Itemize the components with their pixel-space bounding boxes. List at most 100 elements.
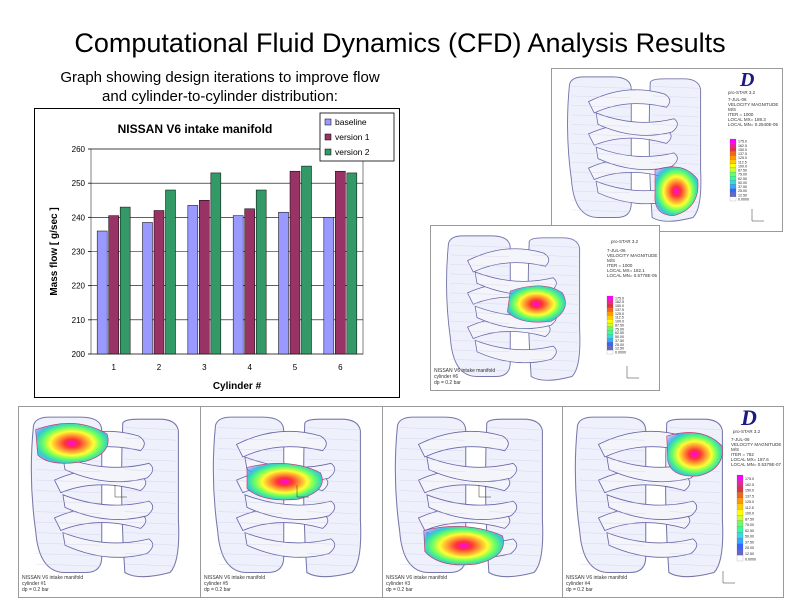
mesh-line [652, 152, 699, 155]
mesh-line [306, 458, 359, 462]
x-tick-label: 4 [247, 363, 252, 372]
mesh-line [579, 448, 645, 451]
mesh-line [124, 479, 177, 483]
manifold-geometry [574, 416, 724, 578]
colorscale-swatch [736, 503, 744, 510]
colorscale-swatch [606, 303, 614, 308]
mesh-line [488, 532, 541, 535]
y-tick-label: 260 [72, 145, 86, 154]
mesh-line [668, 553, 721, 556]
runner [235, 430, 327, 458]
mesh-line [35, 521, 101, 525]
mesh-line [571, 86, 631, 89]
manifold-geometry [212, 416, 362, 578]
runner [474, 339, 557, 364]
x-tick-label: 6 [338, 363, 343, 372]
colorscale-label: 175.0 [738, 140, 747, 144]
mesh-line [399, 511, 465, 514]
mesh-line [217, 511, 283, 514]
colorscale-swatch [736, 480, 744, 487]
colorscale-label: 37.50 [745, 540, 754, 544]
mesh-line [306, 542, 359, 546]
mesh-line [35, 500, 101, 504]
x-tick-label: 2 [157, 363, 162, 372]
mesh-line [35, 532, 101, 535]
cfd-legend-header: 7-JUL-06 VELOCITY MAGNITUDE M/S ITER = 1000… [728, 97, 778, 127]
colorscale-label: 137.5 [745, 494, 754, 498]
colorscale-swatch [729, 184, 737, 189]
mesh-line [579, 427, 645, 430]
mesh-line [531, 340, 578, 343]
colorscale-label: 100.0 [738, 164, 747, 168]
colorscale-label: 25.00 [745, 546, 754, 550]
prostar-version-label: pro-STAR 3.2 [733, 429, 761, 434]
bar-version-1-cyl-1 [108, 215, 119, 355]
mesh-line [579, 553, 645, 556]
mesh-line [306, 427, 359, 430]
mesh-line [450, 359, 510, 362]
mesh-line [668, 479, 721, 483]
mesh-line [571, 105, 631, 108]
mesh-line [488, 521, 541, 525]
mesh-line [450, 349, 510, 352]
colorscale-label: 87.50 [745, 517, 754, 521]
legend-swatch [324, 133, 332, 141]
cfd-panel-middle: 175.0 162.5 150.0 137.5 125.0 112.5 100.0 87.50… [430, 225, 660, 391]
mesh-line [450, 283, 510, 286]
colorscale-label: 75.00 [745, 523, 754, 527]
mesh-line [450, 330, 510, 333]
mesh-line [35, 563, 101, 567]
colorscale-swatch [736, 526, 744, 533]
mesh-line [306, 563, 359, 567]
colorscale-label: 137.5 [738, 152, 747, 156]
bar-version-2-cyl-5 [301, 165, 312, 355]
mesh-line [450, 302, 510, 305]
mesh-line [399, 458, 465, 462]
runner [244, 531, 336, 558]
runner [417, 430, 509, 458]
colorscale-swatch [606, 307, 614, 312]
plenum-left [567, 76, 632, 218]
mesh-line [652, 114, 699, 117]
manifold-geometry [446, 235, 581, 381]
y-tick-label: 210 [72, 316, 86, 325]
mesh-line [488, 500, 541, 504]
colorscale-label: 175.0 [615, 296, 624, 300]
colorscale-swatch [606, 315, 614, 320]
mesh-line [306, 521, 359, 525]
cfd-legend-line: 7-JUL-06 [728, 97, 747, 102]
mesh-line [652, 95, 699, 98]
colorscale-swatch [729, 138, 737, 144]
colorscale-swatch [736, 492, 744, 499]
cfd-legend-line: VELOCITY MAGNITUDE [731, 442, 782, 447]
colorscale-label: 125.0 [745, 500, 754, 504]
legend-swatch [324, 118, 332, 126]
cfd-caption-line: NISSAN V6 intake manifold [434, 368, 496, 374]
bar-baseline-cyl-3 [187, 205, 199, 355]
mesh-line [124, 511, 177, 514]
colorscale-swatch [736, 497, 744, 504]
cfd-panel-bottom-4: 175.0 162.5 150.0 137.5 125.0 112.5 100.0 87.50… [562, 406, 784, 598]
y-axis-label: Mass flow [ g/sec ] [49, 207, 60, 295]
mesh-line [571, 171, 631, 174]
cfd-legend-line: ITER = 1000 [607, 263, 633, 268]
mesh-line [450, 340, 510, 343]
prostar-version-label: pro-STAR 3.2 [728, 90, 756, 95]
colorscale-swatch [729, 163, 737, 169]
cfd-caption-line: dp = 0.2 bar [204, 587, 231, 593]
mesh-line [124, 469, 177, 472]
mesh-line [531, 368, 578, 371]
velocity-hotspot [666, 432, 723, 477]
colorscale-swatch [736, 515, 744, 521]
chart-legend: baseline version 1 version 2 [319, 112, 395, 162]
colorscale-swatch [729, 176, 737, 181]
cfd-caption: NISSAN V6 intake manifold cylinder #6 dp =… [434, 368, 495, 386]
cfd-legend-line: M/S [731, 447, 740, 452]
bar-version-1-cyl-3 [199, 200, 210, 355]
mesh-line [399, 479, 465, 483]
runner [606, 531, 698, 558]
cfd-caption-line: cylinder #3 [386, 581, 411, 587]
mesh-line [217, 427, 283, 430]
colorscale-label: 87.50 [615, 323, 624, 327]
